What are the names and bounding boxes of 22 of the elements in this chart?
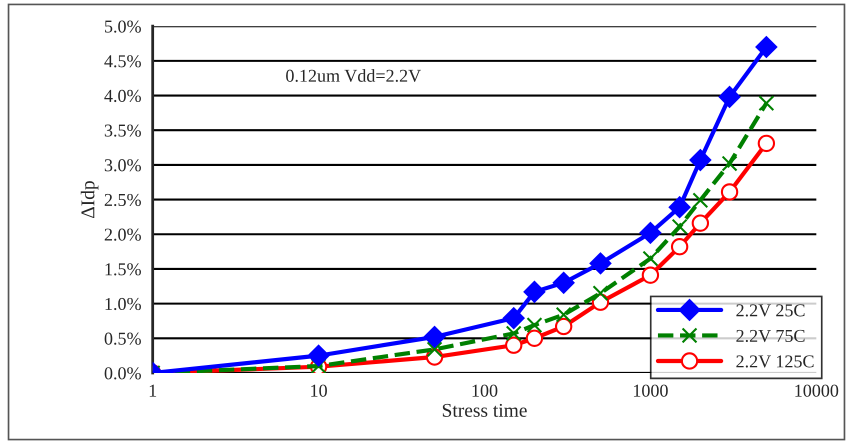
x-tick-label: 100 [472,384,498,397]
x-tick-label: 10 [311,384,327,397]
y-tick-label: 1.5% [106,263,141,276]
y-tick-label: 5.0% [105,20,141,33]
annotation: 0.12um Vdd=2.2V [286,69,421,82]
y-tick-label: 2.0% [104,228,141,241]
y-tick-label: 3.0% [104,159,141,172]
y-axis-title: ΔIdp [80,181,98,218]
legend-label: 2.2V 25C [736,304,804,317]
x-tick-label: 10000 [795,384,838,397]
y-tick-label: 3.5% [104,124,141,137]
x-axis-title: Stress time [442,404,527,417]
legend-label: 2.2V 75C [736,330,804,342]
legend-label: 2.2V 125C [736,355,814,368]
y-tick-label: 1.0% [106,298,141,310]
y-tick-label: 4.0% [104,90,141,102]
y-tick-label: 0.0% [104,367,141,380]
x-tick-label: 1000 [634,384,668,397]
x-tick-label: 1 [150,384,156,397]
y-tick-label: 0.5% [104,332,141,345]
y-tick-label: 4.5% [104,55,141,68]
y-tick-label: 2.5% [104,194,141,206]
